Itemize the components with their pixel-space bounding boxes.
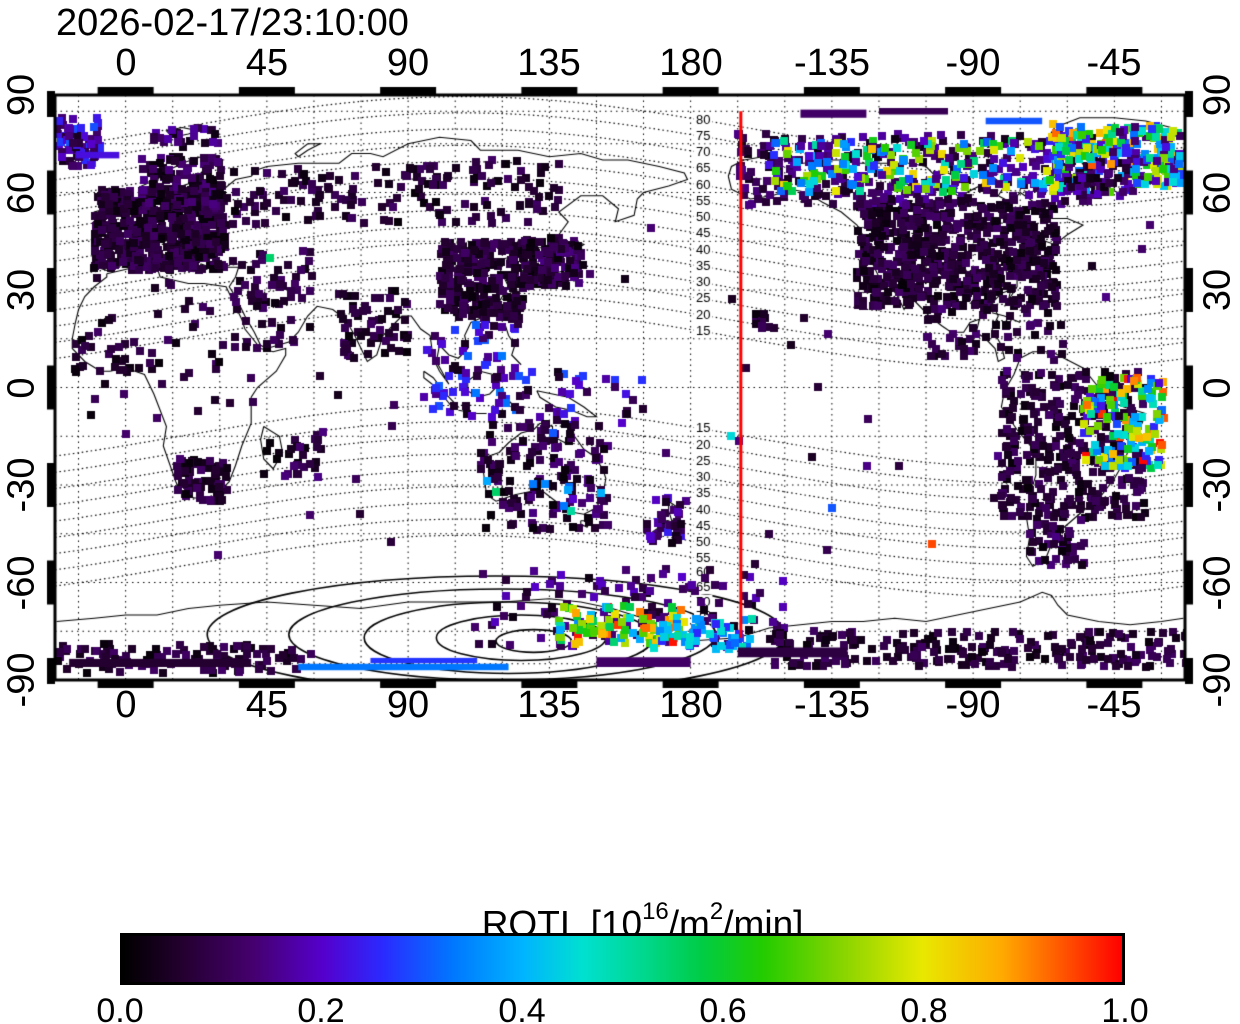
- colorbar-title-exponent: 16: [642, 898, 669, 925]
- colorbar-tick-label-4: 0.8: [900, 992, 948, 1024]
- lon-tick-label-top-2: 90: [386, 42, 430, 84]
- lat-tick-label-left-0: 90: [0, 73, 43, 117]
- lon-tick-label-top-3: 135: [517, 42, 581, 84]
- lon-tick-label-top-0: 0: [115, 42, 137, 84]
- lat-tick-label-right-6: -90: [1196, 652, 1239, 708]
- lon-tick-label-bottom-4: 180: [659, 684, 723, 726]
- colorbar-tick-label-5: 1.0: [1101, 992, 1149, 1024]
- lon-tick-label-bottom-1: 45: [245, 684, 289, 726]
- lat-tick-label-right-2: 30: [1196, 268, 1239, 312]
- lat-tick-label-left-5: -60: [0, 555, 43, 611]
- lon-tick-label-top-1: 45: [245, 42, 289, 84]
- timestamp-title: 2026-02-17/23:10:00: [56, 2, 409, 44]
- lat-tick-label-right-5: -60: [1196, 555, 1239, 611]
- colorbar-tick-label-0: 0.0: [96, 992, 144, 1024]
- lat-tick-label-left-4: -30: [0, 457, 43, 513]
- lon-tick-label-bottom-5: -135: [793, 684, 871, 726]
- lon-tick-label-top-7: -45: [1086, 42, 1142, 84]
- lon-tick-label-top-4: 180: [659, 42, 723, 84]
- lat-tick-label-left-2: 30: [0, 268, 43, 312]
- lat-tick-label-right-0: 90: [1196, 73, 1239, 117]
- lat-tick-label-right-4: -30: [1196, 457, 1239, 513]
- lon-tick-label-top-5: -135: [793, 42, 871, 84]
- lon-tick-label-bottom-3: 135: [517, 684, 581, 726]
- lat-tick-label-right-1: 60: [1196, 171, 1239, 215]
- lon-tick-label-bottom-2: 90: [386, 684, 430, 726]
- colorbar-tick-label-2: 0.4: [498, 992, 546, 1024]
- lat-tick-label-left-6: -90: [0, 652, 43, 708]
- lat-tick-label-left-1: 60: [0, 171, 43, 215]
- lat-tick-label-left-3: 0: [0, 377, 43, 399]
- lat-tick-label-right-3: 0: [1196, 377, 1239, 399]
- lon-tick-label-bottom-0: 0: [115, 684, 137, 726]
- lon-tick-label-top-6: -90: [945, 42, 1001, 84]
- lon-tick-label-bottom-7: -45: [1086, 684, 1142, 726]
- colorbar-tick-label-1: 0.2: [297, 992, 345, 1024]
- colorbar-gradient: [120, 933, 1125, 985]
- colorbar-title-exponent-2: 2: [709, 898, 724, 925]
- colorbar-tick-label-3: 0.6: [699, 992, 747, 1024]
- lon-tick-label-bottom-6: -90: [945, 684, 1001, 726]
